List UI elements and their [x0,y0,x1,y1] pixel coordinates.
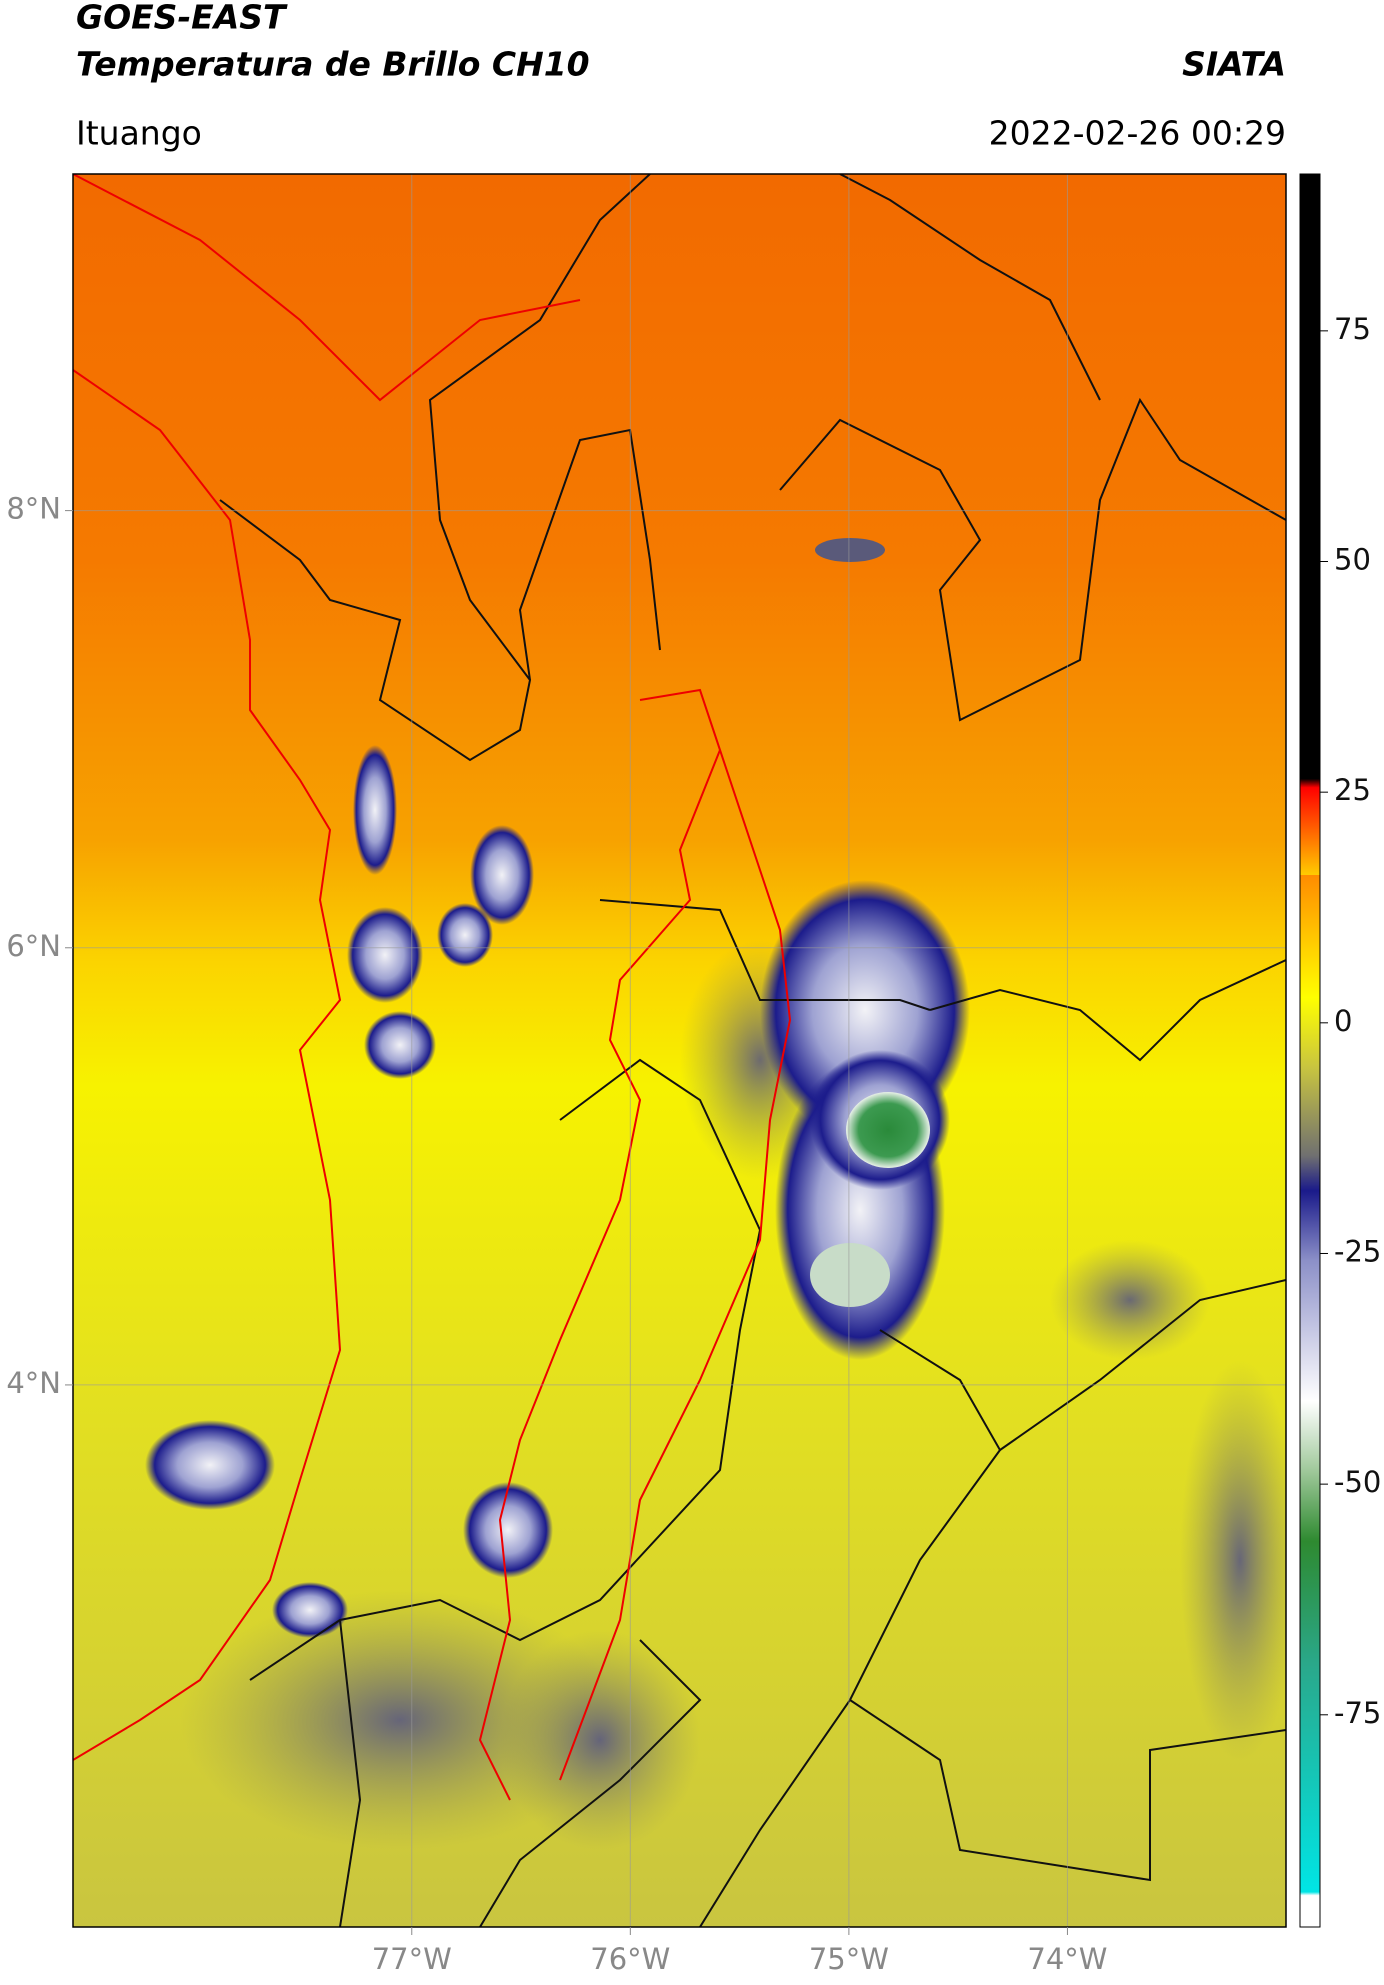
title: GOES-EAST [76,0,288,37]
subtitle: Temperatura de Brillo CH10 [76,45,590,84]
colorbar-tick-label: 50 [1334,543,1371,577]
colorbar-tick-label: 25 [1334,773,1371,807]
colorbar-tick-label: 75 [1334,312,1371,346]
x-tick-label: 76°W [590,1942,670,1976]
colorbar-tick-label: 0 [1334,1004,1352,1038]
organization: SIATA [1182,45,1286,84]
y-tick-label: 6°N [6,929,61,963]
x-tick-label: 77°W [372,1942,452,1976]
y-tick-label: 4°N [6,1366,61,1400]
colorbar-tick-label: -50 [1334,1465,1381,1499]
y-tick-label: 8°N [6,492,61,526]
colorbar-tick-label: -75 [1334,1696,1381,1730]
colorbar-tick-label: -25 [1334,1234,1381,1268]
x-tick-label: 74°W [1027,1942,1107,1976]
datetime: 2022-02-26 00:29 [989,114,1286,153]
map-image [73,174,1286,1927]
graticule [73,174,1286,1927]
map-frame [72,173,1287,1928]
x-tick-label: 75°W [809,1942,889,1976]
colorbar [1299,173,1321,1928]
location: Ituango [76,114,202,153]
